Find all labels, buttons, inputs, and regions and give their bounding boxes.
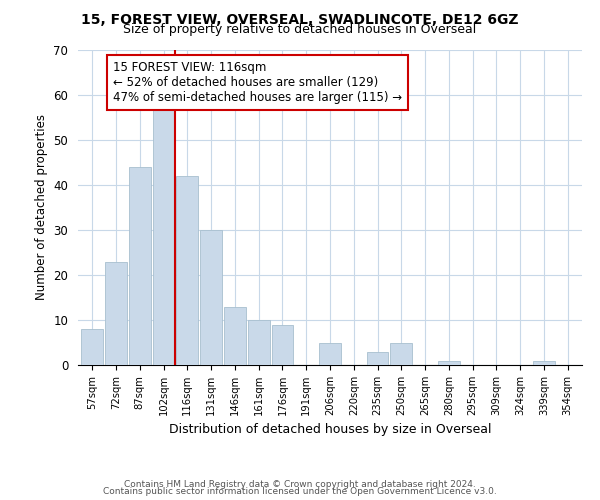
Text: Contains HM Land Registry data © Crown copyright and database right 2024.: Contains HM Land Registry data © Crown c… — [124, 480, 476, 489]
Bar — [367, 352, 388, 365]
Bar — [200, 230, 222, 365]
Bar — [224, 306, 246, 365]
Bar — [129, 167, 151, 365]
Bar — [272, 324, 293, 365]
Text: Contains public sector information licensed under the Open Government Licence v3: Contains public sector information licen… — [103, 488, 497, 496]
Bar — [105, 262, 127, 365]
Bar — [82, 329, 103, 365]
Text: 15, FOREST VIEW, OVERSEAL, SWADLINCOTE, DE12 6GZ: 15, FOREST VIEW, OVERSEAL, SWADLINCOTE, … — [81, 12, 519, 26]
Y-axis label: Number of detached properties: Number of detached properties — [35, 114, 48, 300]
Bar — [152, 108, 175, 365]
Text: Size of property relative to detached houses in Overseal: Size of property relative to detached ho… — [124, 22, 476, 36]
Bar — [319, 342, 341, 365]
Bar — [176, 176, 198, 365]
X-axis label: Distribution of detached houses by size in Overseal: Distribution of detached houses by size … — [169, 424, 491, 436]
Bar — [391, 342, 412, 365]
Bar — [533, 360, 555, 365]
Text: 15 FOREST VIEW: 116sqm
← 52% of detached houses are smaller (129)
47% of semi-de: 15 FOREST VIEW: 116sqm ← 52% of detached… — [113, 61, 403, 104]
Bar — [438, 360, 460, 365]
Bar — [248, 320, 269, 365]
